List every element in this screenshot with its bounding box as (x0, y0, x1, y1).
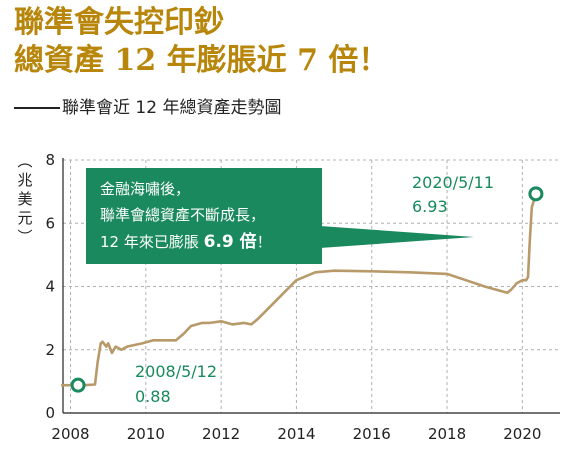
x-tick-label: 2012 (202, 425, 240, 443)
y-axis-unit-label: ︵ 兆美元 ︶ (16, 152, 34, 247)
x-tick-label: 2014 (277, 425, 315, 443)
headline-line1: 聯準會失控印鈔 (14, 5, 224, 40)
y-tick-label: 4 (45, 278, 55, 296)
callout-line2: 聯準會總資產不斷成長， (100, 206, 265, 224)
subtitle-dash (14, 107, 60, 109)
y-tick-label: 8 (45, 151, 55, 169)
marker-start (70, 377, 86, 393)
unit-char: 元 (17, 209, 33, 227)
x-tick-label: 2018 (428, 425, 466, 443)
x-tick-label: 2020 (503, 425, 541, 443)
series-line (61, 193, 538, 387)
unit-char: 兆 (17, 171, 33, 189)
annotation-end-value: 6.93 (412, 197, 448, 216)
unit-text: 兆美元 (16, 171, 34, 228)
y-tick-label: 2 (45, 341, 55, 359)
callout-line1: 金融海嘯後， (100, 180, 190, 198)
callout: 金融海嘯後， 聯準會總資產不斷成長， 12 年來已膨脹 6.9 倍！ (86, 168, 474, 264)
y-tick-label: 0 (45, 404, 55, 422)
annotation-end-date: 2020/5/11 (412, 173, 494, 192)
unit-paren-open: ︵ (17, 152, 33, 170)
unit-paren-close: ︶ (17, 228, 33, 246)
callout-line3-prefix: 12 年來已膨脹 (100, 233, 204, 251)
tick-labels: 0 2 4 6 8 2008 2010 2012 2014 2016 2018 2020 (45, 151, 541, 443)
chart-subtitle: 聯準會近 12 年總資產走勢圖 (14, 93, 281, 118)
series-layer (61, 193, 538, 387)
unit-char: 美 (17, 190, 33, 208)
headline: 聯準會失控印鈔 總資產 12 年膨脹近 7 倍！ (14, 4, 388, 80)
callout-line3-suffix: ！ (257, 233, 272, 251)
marker-end (528, 186, 544, 202)
markers: 2008/5/12 0.88 2020/5/11 6.93 (70, 173, 544, 406)
headline-line2: 總資產 12 年膨脹近 7 倍！ (14, 43, 389, 78)
annotation-start-date: 2008/5/12 (135, 362, 217, 381)
annotation-start-value: 0.88 (135, 387, 171, 406)
x-tick-label: 2010 (127, 425, 165, 443)
callout-line3-bold: 6.9 倍 (204, 231, 257, 252)
y-tick-label: 6 (45, 214, 55, 232)
axes (62, 158, 560, 414)
x-tick-label: 2016 (353, 425, 391, 443)
subtitle-text: 聯準會近 12 年總資產走勢圖 (62, 98, 282, 118)
x-tick-label: 2008 (51, 425, 89, 443)
callout-box (86, 168, 322, 264)
callout-pointer (320, 226, 474, 248)
callout-line3: 12 年來已膨脹 6.9 倍！ (100, 231, 272, 252)
